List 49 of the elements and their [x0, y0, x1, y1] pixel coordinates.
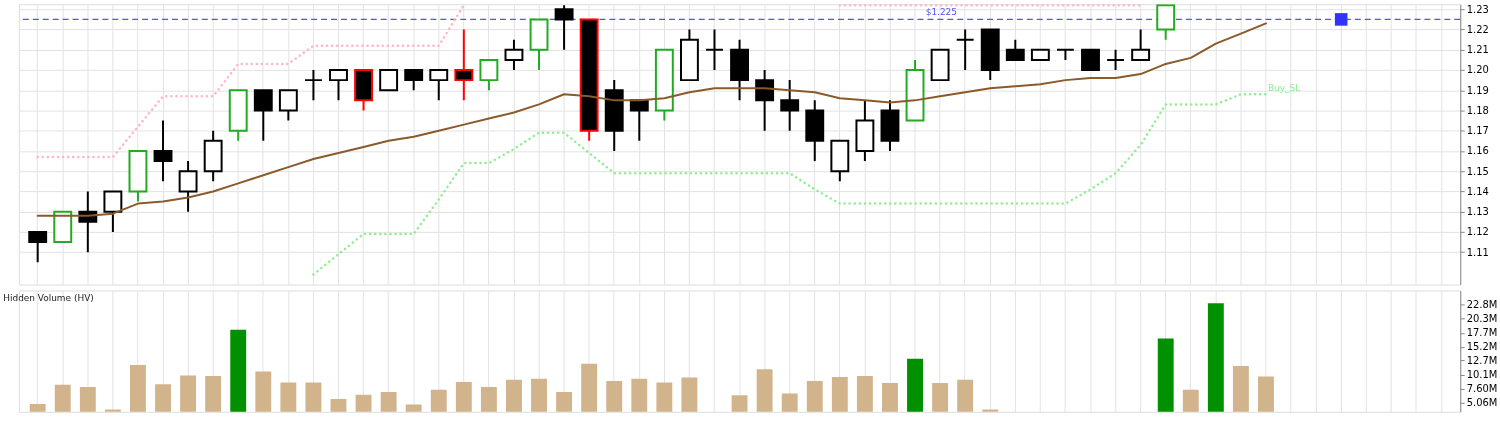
candlestick: [379, 69, 399, 92]
y-tick-label: 7.60M: [1466, 383, 1498, 395]
y-tick-label: 1.15: [1466, 165, 1489, 177]
candlestick: [178, 160, 198, 213]
y-tick-label: 1.11: [1466, 246, 1489, 258]
y-tick-label: 17.7M: [1466, 327, 1498, 339]
y-tick-label: 5.06M: [1466, 397, 1498, 409]
series-label: Buy_SL: [1267, 83, 1301, 94]
candlestick: [329, 69, 348, 102]
candlestick: [955, 28, 975, 71]
y-tick-label: 1.19: [1466, 84, 1489, 96]
y-tick-label: 1.12: [1466, 226, 1489, 238]
candlestick: [103, 190, 123, 233]
y-tick-label: 15.2M: [1466, 341, 1498, 353]
candlestick: [1081, 48, 1100, 71]
candlestick: [1055, 48, 1075, 61]
candlestick: [303, 69, 323, 102]
y-tick-label: 1.18: [1466, 104, 1489, 116]
y-tick-label: 22.8M: [1466, 299, 1498, 311]
candlestick: [554, 4, 574, 51]
chart-title: Hidden Volume (HV): [3, 293, 94, 304]
y-tick-label: 1.20: [1466, 64, 1489, 76]
y-tick-label: 12.7M: [1466, 354, 1498, 366]
candlestick: [780, 79, 800, 132]
ref-line-label: $1.225: [925, 7, 957, 18]
y-tick-label: 1.14: [1466, 185, 1489, 197]
candlestick: [705, 28, 724, 71]
y-tick-label: 1.16: [1466, 145, 1489, 157]
candlestick: [454, 28, 474, 102]
candlestick: [28, 230, 48, 264]
candlestick: [404, 69, 424, 92]
y-tick-label: 1.13: [1466, 206, 1489, 218]
y-tick-label: 1.23: [1466, 3, 1489, 15]
candlestick: [153, 119, 173, 183]
y-tick-label: 1.22: [1466, 24, 1489, 35]
candlestick: [1005, 38, 1025, 61]
candlestick: [278, 89, 298, 122]
y-tick-label: 20.3M: [1466, 313, 1498, 325]
candlestick: [1131, 28, 1151, 61]
y-tick-label: 1.17: [1466, 125, 1489, 137]
y-tick-label: 1.21: [1466, 44, 1489, 56]
candlestick: [429, 69, 449, 102]
candlestick: [755, 69, 775, 132]
candlestick: [479, 58, 499, 92]
candlestick: [1106, 48, 1126, 71]
candlestick: [504, 38, 524, 71]
line-series: [312, 93, 1268, 276]
candlestick: [253, 89, 273, 142]
y-tick-label: 10.1M: [1466, 369, 1498, 381]
